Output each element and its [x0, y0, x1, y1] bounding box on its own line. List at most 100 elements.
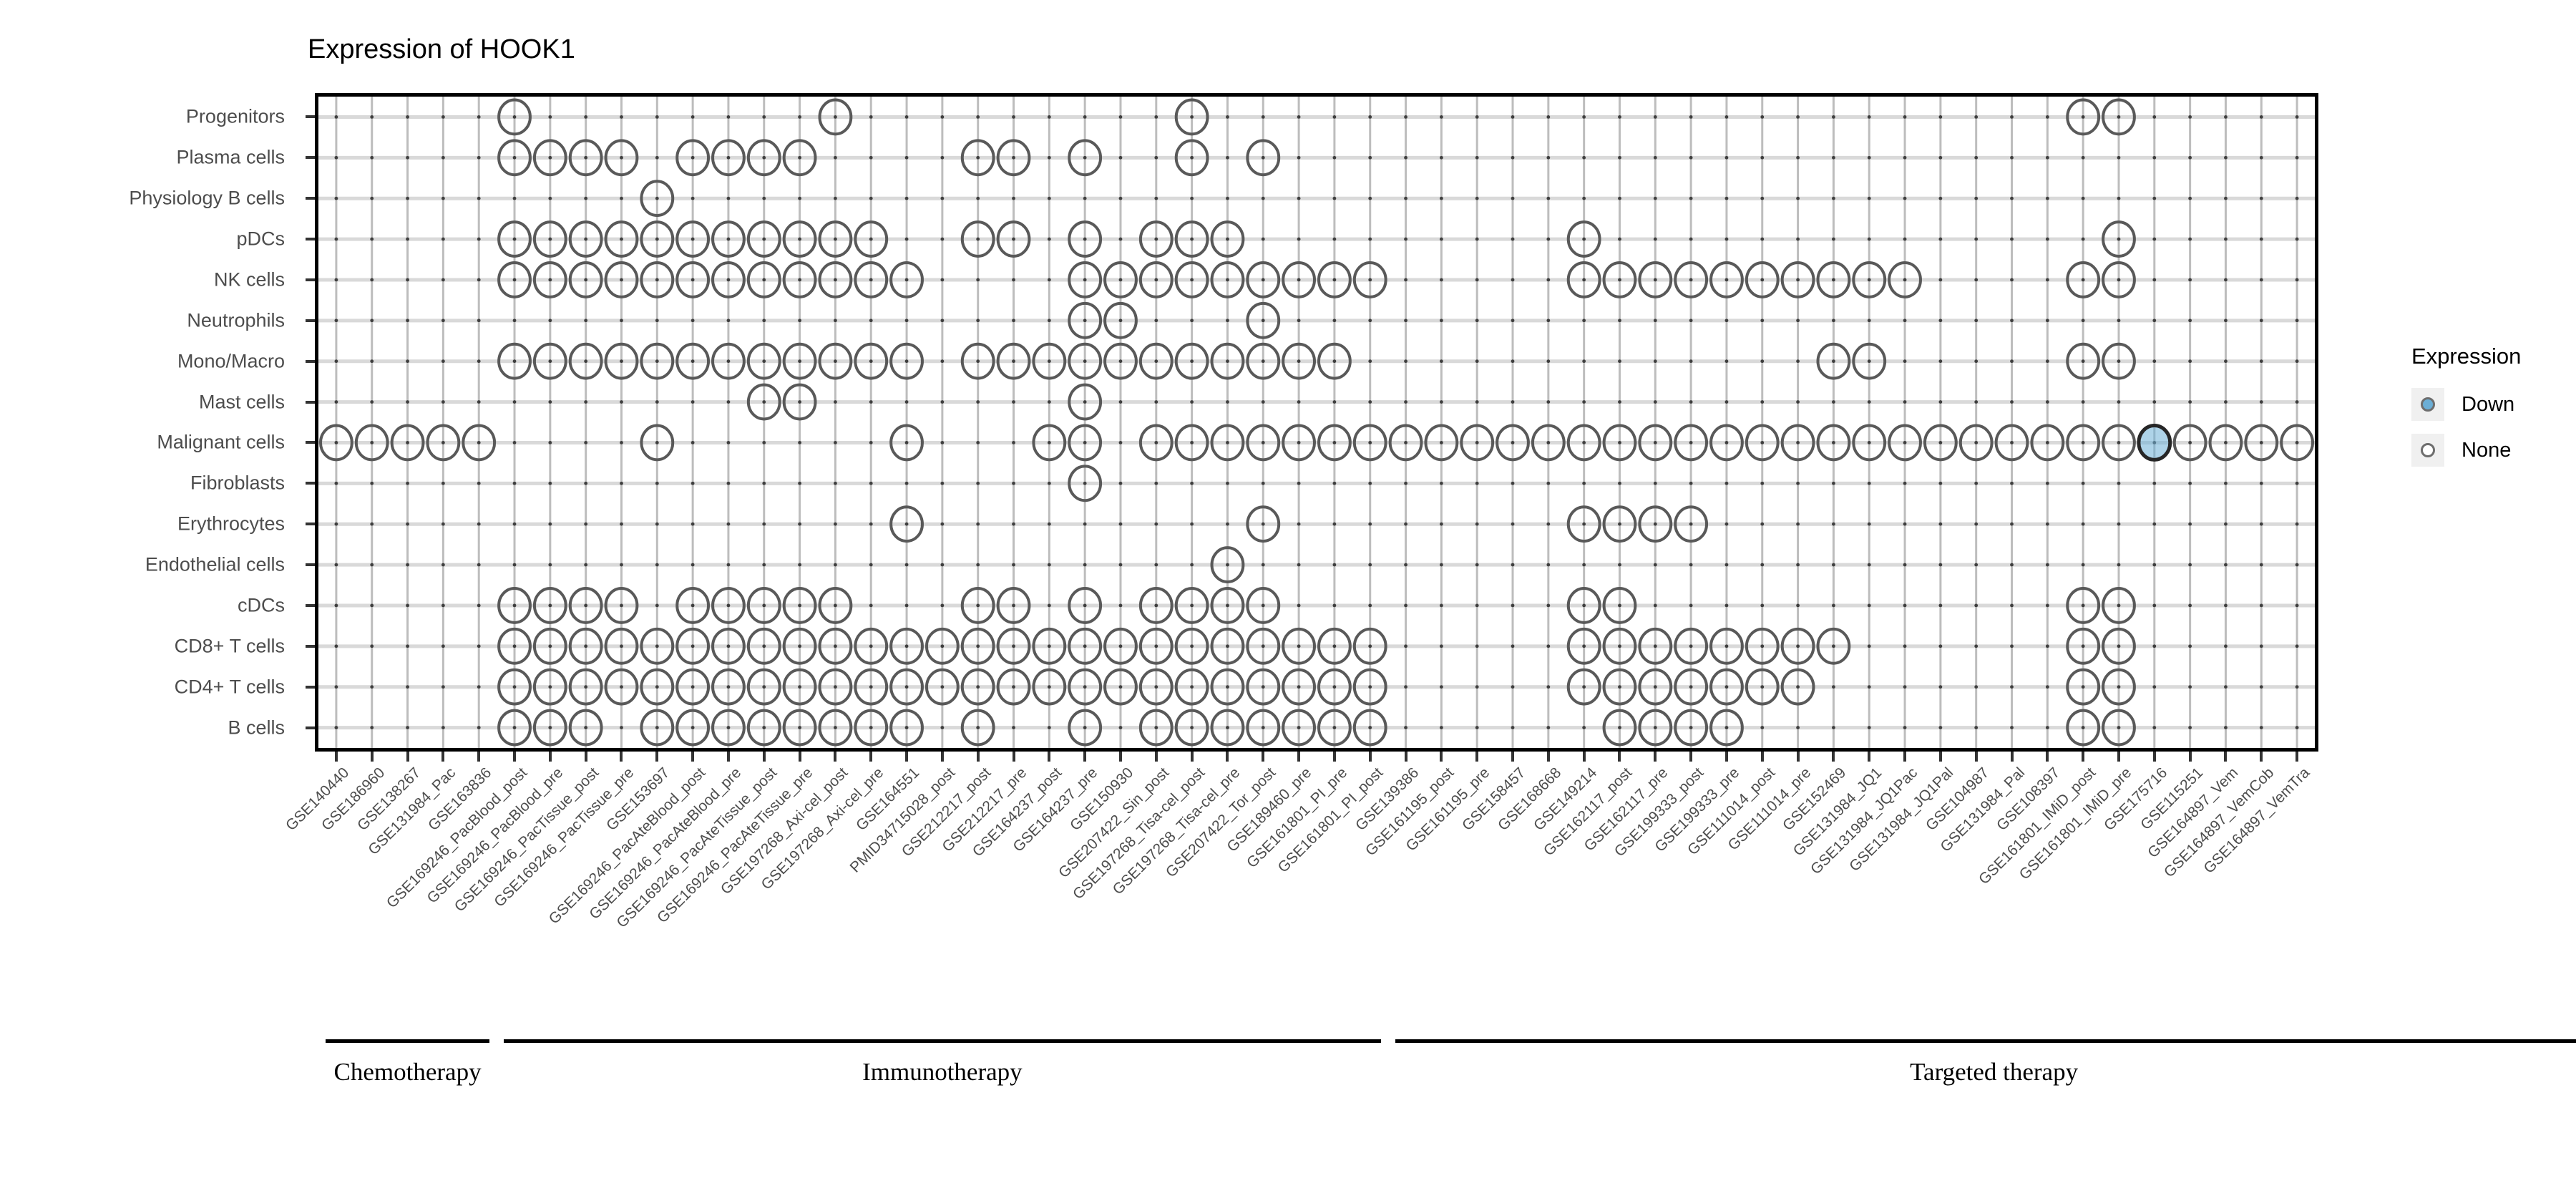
dot-none: [1174, 220, 1209, 258]
dot-none: [960, 709, 995, 747]
dot-none: [1138, 220, 1174, 258]
legend-item[interactable]: Down: [2411, 388, 2576, 421]
dot-none: [1566, 668, 1601, 706]
dot-none: [2102, 342, 2136, 380]
legend: Expression Down None: [2411, 344, 2576, 480]
x-axis-tick: [798, 752, 801, 762]
y-axis-tick: [306, 685, 315, 689]
dot-none: [675, 587, 711, 624]
x-axis-tick: [905, 752, 909, 762]
dot-none: [746, 342, 781, 380]
y-axis-tick-label: CD4+ T cells: [174, 676, 285, 698]
dot-none: [1638, 424, 1673, 462]
dot-none: [497, 261, 532, 298]
x-axis-tick: [1154, 752, 1158, 762]
x-axis-tick: [940, 752, 944, 762]
x-axis-tick: [1832, 752, 1835, 762]
dot-none: [1174, 424, 1209, 462]
dot-none: [1709, 261, 1744, 298]
y-axis-tick-label: cDCs: [238, 594, 285, 616]
dot-none: [746, 668, 781, 706]
dot-none: [532, 668, 567, 706]
x-axis-tick: [762, 752, 766, 762]
legend-items: Down None: [2411, 388, 2576, 467]
dot-none: [1138, 668, 1174, 706]
dot-none: [960, 139, 995, 177]
dot-none: [354, 424, 389, 462]
dot-none: [1566, 220, 1601, 258]
dot-none: [960, 220, 995, 258]
x-axis-tick: [1724, 752, 1728, 762]
x-axis-tick: [726, 752, 730, 762]
y-axis-tick: [306, 603, 315, 607]
dot-none: [1780, 424, 1815, 462]
dot-none: [675, 342, 711, 380]
dot-none: [2066, 587, 2101, 624]
dot-none: [1317, 668, 1352, 706]
dot-none: [1068, 424, 1103, 462]
dot-none: [1674, 627, 1709, 665]
y-axis-ticks: [301, 93, 315, 752]
dot-none: [1460, 424, 1495, 462]
dot-none: [1174, 342, 1209, 380]
x-axis-tick: [2010, 752, 2014, 762]
x-axis-tick: [1012, 752, 1015, 762]
dot-none: [1674, 261, 1709, 298]
y-axis-tick-label: Progenitors: [185, 105, 285, 127]
dot-none: [1566, 424, 1601, 462]
dot-none: [1068, 342, 1103, 380]
x-axis-tick: [1654, 752, 1657, 762]
dot-none: [818, 627, 853, 665]
x-axis-tick: [1262, 752, 1265, 762]
dot-none: [1352, 261, 1387, 298]
dot-none: [1602, 261, 1637, 298]
x-axis-tick: [1368, 752, 1372, 762]
dot-none: [675, 220, 711, 258]
dot-none: [818, 98, 853, 136]
dot-none: [2066, 668, 2101, 706]
dot-none: [1103, 342, 1138, 380]
dot-none: [568, 342, 603, 380]
dot-none: [2066, 342, 2101, 380]
dot-none: [640, 220, 675, 258]
x-axis-tick: [477, 752, 481, 762]
dot-none: [1566, 587, 1601, 624]
legend-item[interactable]: None: [2411, 434, 2576, 467]
dot-none: [604, 220, 639, 258]
dot-none: [1852, 342, 1887, 380]
group-bracket-line: [504, 1039, 1381, 1043]
dot-none: [1068, 383, 1103, 421]
y-axis-tick: [306, 319, 315, 322]
dot-none: [532, 709, 567, 747]
dot-none: [1138, 709, 1174, 747]
dot-none: [1210, 546, 1245, 583]
dot-none: [854, 627, 889, 665]
dot-none: [1210, 342, 1245, 380]
dot-none: [782, 261, 817, 298]
plot-dots: [318, 98, 2315, 747]
dot-none: [604, 139, 639, 177]
dot-none: [996, 587, 1031, 624]
dot-none: [1496, 424, 1530, 462]
dot-none: [1816, 342, 1851, 380]
dot-none: [1602, 709, 1637, 747]
x-axis-tick: [1332, 752, 1336, 762]
dot-none: [1210, 587, 1245, 624]
y-axis-tick: [306, 156, 315, 160]
x-axis-tick: [1903, 752, 1907, 762]
y-axis-tick-label: Malignant cells: [157, 431, 285, 453]
dot-none: [1138, 261, 1174, 298]
dot-none: [675, 261, 711, 298]
dot-none: [782, 383, 817, 421]
dot-none: [1282, 261, 1317, 298]
dot-none: [497, 98, 532, 136]
y-axis-tick-label: Endothelial cells: [145, 553, 285, 575]
dot-none: [1174, 261, 1209, 298]
dot-none: [1888, 424, 1922, 462]
dot-none: [854, 342, 889, 380]
dot-none: [960, 668, 995, 706]
dot-none: [1816, 424, 1851, 462]
legend-key-swatch: [2411, 388, 2444, 421]
x-axis-tick: [834, 752, 837, 762]
dot-none: [532, 627, 567, 665]
